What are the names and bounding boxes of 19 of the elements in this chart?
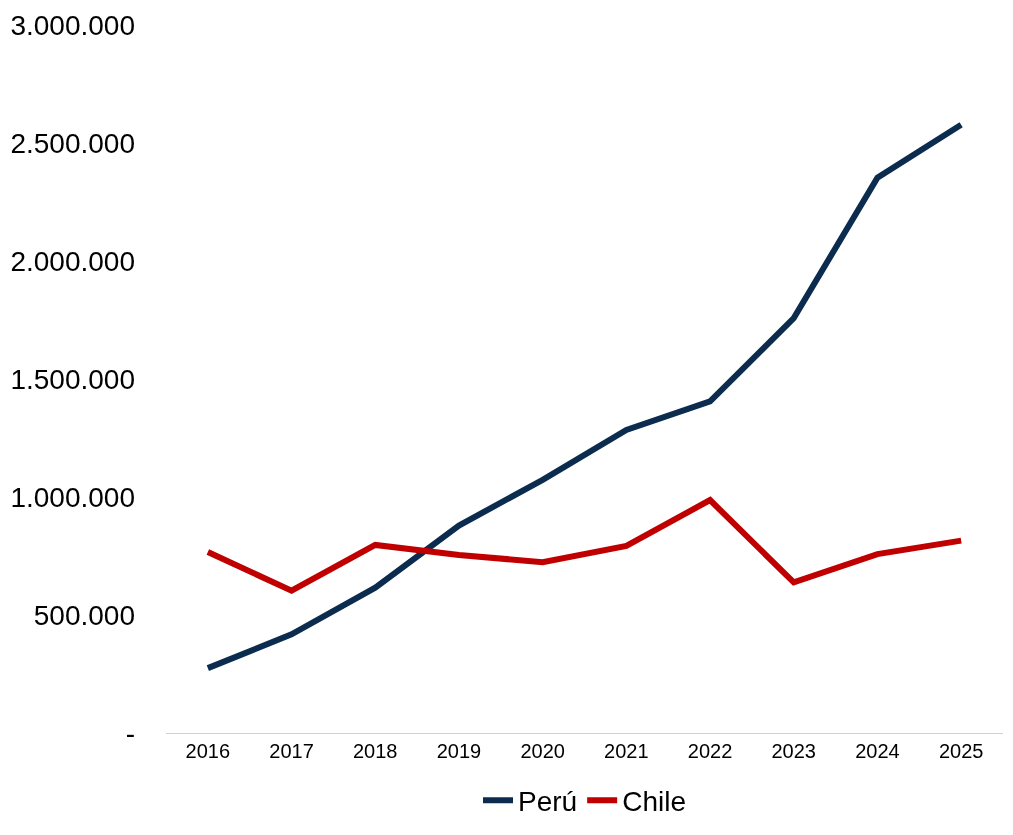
x-tick-label: 2016 xyxy=(185,740,231,762)
x-tick-label: 2017 xyxy=(269,740,314,762)
x-tick-label: 2023 xyxy=(771,740,816,762)
y-tick-label: 1.000.000 xyxy=(10,481,135,513)
y-tick-label: 2.500.000 xyxy=(10,127,135,159)
legend-label: Chile xyxy=(622,786,686,818)
y-tick-label: 2.000.000 xyxy=(10,245,135,277)
x-tick-label: 2022 xyxy=(687,740,733,762)
x-tick-label: 2024 xyxy=(855,740,900,762)
x-tick-label: 2021 xyxy=(604,740,649,762)
y-tick-label: 500.000 xyxy=(33,599,135,631)
x-tick-label: 2019 xyxy=(436,740,482,762)
y-tick-label: 3.000.000 xyxy=(10,9,135,41)
legend-label: Perú xyxy=(518,786,578,818)
x-tick-label: 2025 xyxy=(938,740,984,762)
x-tick-label: 2020 xyxy=(520,740,565,762)
x-tick-label: 2018 xyxy=(353,740,398,762)
y-tick-label: 1.500.000 xyxy=(10,363,135,395)
y-tick-label: - xyxy=(125,717,135,749)
